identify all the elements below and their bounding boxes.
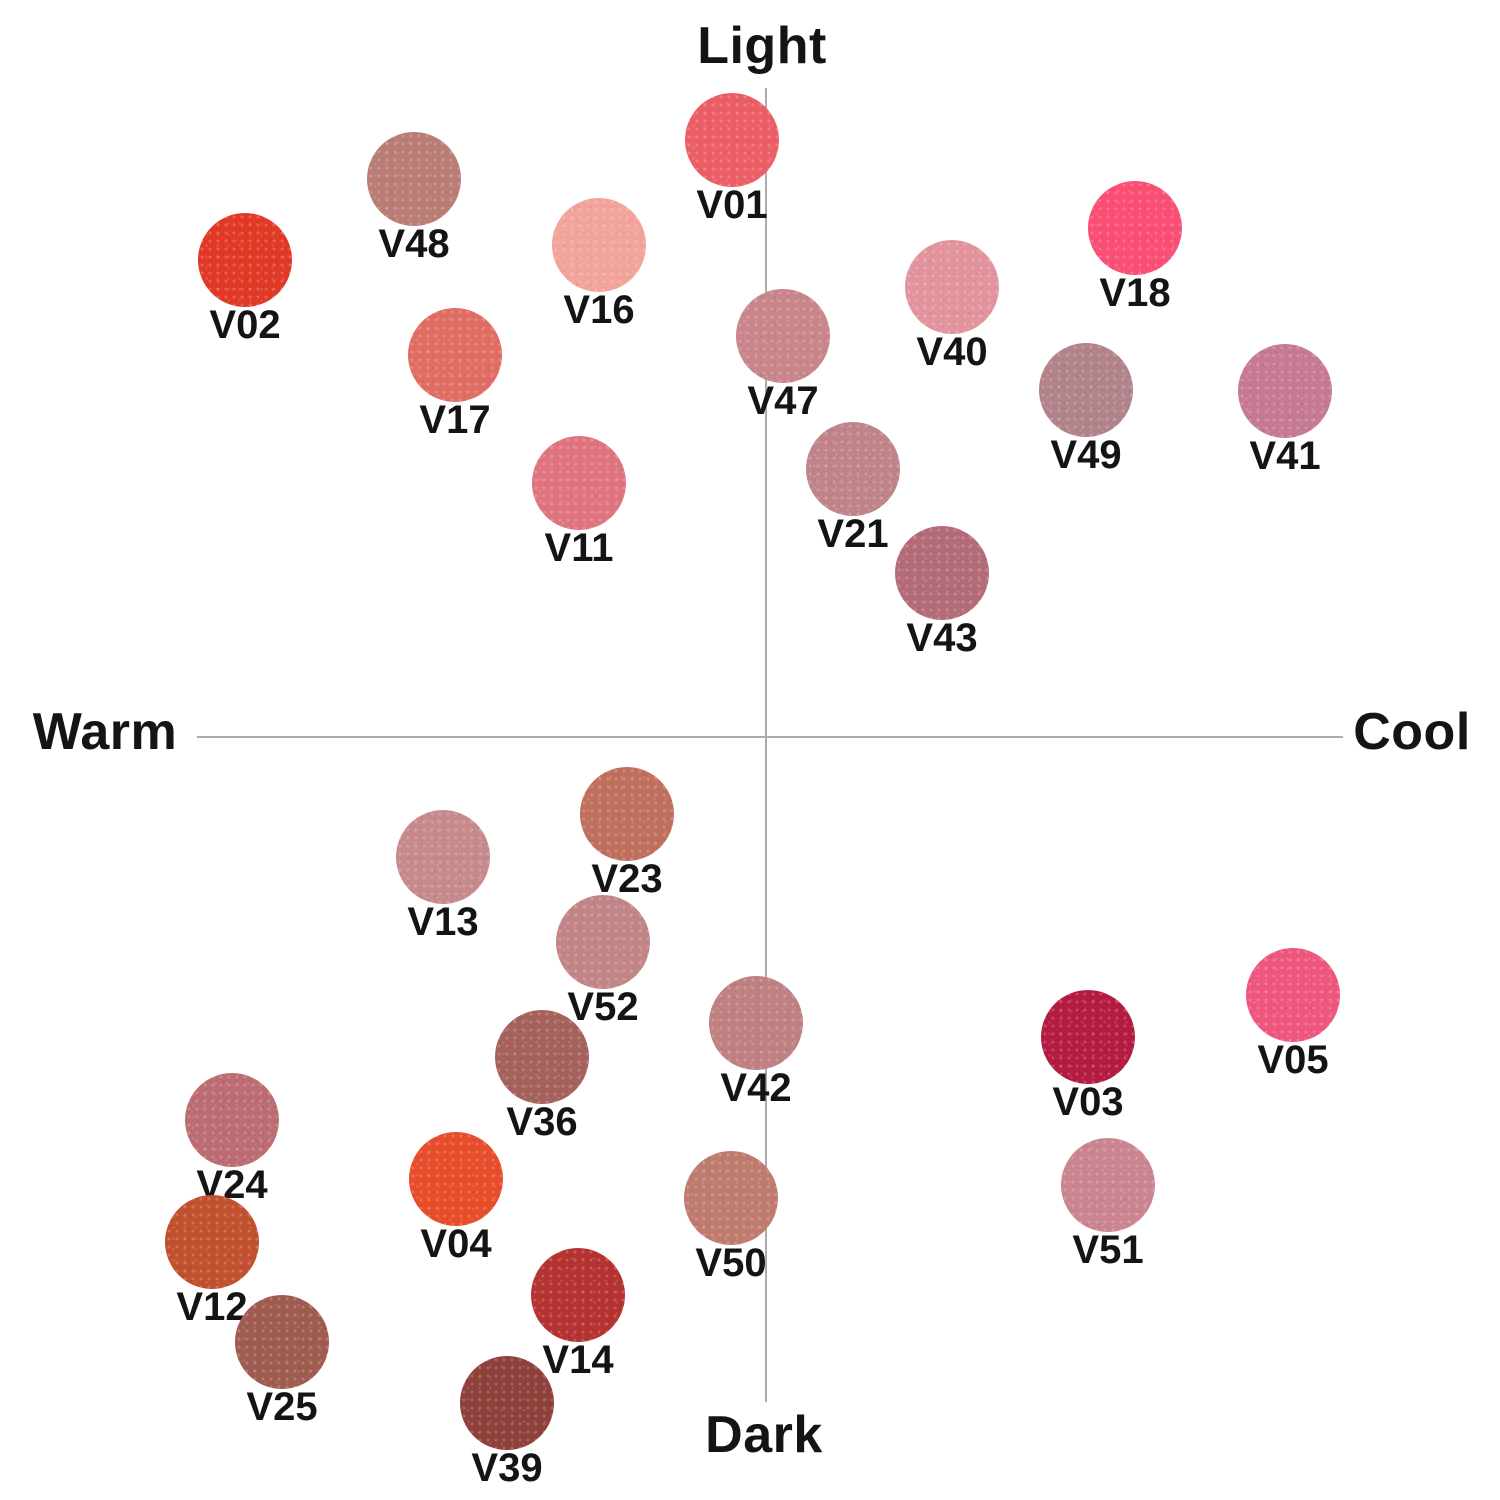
swatch-V48: V48 (367, 132, 461, 264)
swatch-V13: V13 (396, 810, 490, 942)
shade-label: V03 (1052, 1080, 1124, 1124)
swatch-V42: V42 (709, 976, 803, 1108)
shade-color-dot (460, 1356, 554, 1450)
shade-color-dot (367, 132, 461, 226)
shade-color-dot (905, 240, 999, 334)
shade-label: V02 (209, 303, 281, 347)
shade-label: V25 (246, 1385, 318, 1429)
shade-color-dot (1061, 1138, 1155, 1232)
shade-color-dot (709, 976, 803, 1070)
shade-color-dot (580, 767, 674, 861)
shade-label: V18 (1099, 271, 1171, 315)
swatch-V11: V11 (532, 436, 626, 568)
shade-label: V05 (1257, 1038, 1329, 1082)
shade-color-dot (552, 198, 646, 292)
swatch-V25: V25 (235, 1295, 329, 1427)
shade-label: V39 (471, 1446, 543, 1490)
shade-color-dot (198, 213, 292, 307)
swatch-V24: V24 (185, 1073, 279, 1205)
swatch-V16: V16 (552, 198, 646, 330)
shade-color-dot (1041, 990, 1135, 1084)
shade-color-dot (806, 422, 900, 516)
shade-label: V12 (176, 1285, 248, 1329)
shade-label: V49 (1050, 433, 1122, 477)
shade-label: V01 (696, 183, 768, 227)
warm-cool-axis-line (197, 736, 1343, 738)
shade-color-dot (531, 1248, 625, 1342)
swatch-V04: V04 (409, 1132, 503, 1264)
swatch-V43: V43 (895, 526, 989, 658)
swatch-V36: V36 (495, 1010, 589, 1142)
shade-label: V47 (747, 379, 819, 423)
axis-label-dark: Dark (705, 1406, 823, 1464)
shade-color-dot (1088, 181, 1182, 275)
shade-color-dot (895, 526, 989, 620)
swatch-V39: V39 (460, 1356, 554, 1488)
axis-label-light: Light (697, 17, 827, 75)
shade-label: V04 (420, 1222, 492, 1266)
shade-color-dot (1246, 948, 1340, 1042)
swatch-V52: V52 (556, 895, 650, 1027)
shade-color-dot (235, 1295, 329, 1389)
shade-label: V40 (916, 330, 988, 374)
shade-label: V52 (567, 985, 639, 1029)
shade-label: V51 (1072, 1228, 1144, 1272)
shade-label: V11 (544, 526, 614, 570)
shade-label: V42 (720, 1066, 792, 1110)
shade-label: V13 (407, 900, 479, 944)
light-dark-axis-line (765, 88, 767, 1402)
shade-color-dot (1039, 343, 1133, 437)
shade-color-dot (409, 1132, 503, 1226)
swatch-V05: V05 (1246, 948, 1340, 1080)
shade-label: V17 (419, 398, 491, 442)
shade-color-dot (736, 289, 830, 383)
swatch-V14: V14 (531, 1248, 625, 1380)
shade-color-dot (408, 308, 502, 402)
shade-label: V50 (695, 1241, 767, 1285)
shade-color-dot (532, 436, 626, 530)
swatch-V02: V02 (198, 213, 292, 345)
shade-color-dot (185, 1073, 279, 1167)
swatch-V47: V47 (736, 289, 830, 421)
swatch-V18: V18 (1088, 181, 1182, 313)
swatch-V21: V21 (806, 422, 900, 554)
swatch-V41: V41 (1238, 344, 1332, 476)
swatch-V03: V03 (1041, 990, 1135, 1122)
axis-label-warm: Warm (32, 703, 178, 761)
shade-color-dot (685, 93, 779, 187)
swatch-V40: V40 (905, 240, 999, 372)
shade-color-dot (495, 1010, 589, 1104)
shade-label: V36 (506, 1100, 578, 1144)
swatch-V51: V51 (1061, 1138, 1155, 1270)
axis-label-cool: Cool (1353, 703, 1471, 761)
swatch-V50: V50 (684, 1151, 778, 1283)
shade-label: V21 (817, 512, 889, 556)
shade-label: V48 (378, 222, 450, 266)
shade-color-dot (556, 895, 650, 989)
shade-label: V16 (563, 288, 635, 332)
shade-label: V41 (1249, 434, 1321, 478)
shade-color-dot (684, 1151, 778, 1245)
shade-label: V23 (591, 857, 663, 901)
swatch-V01: V01 (685, 93, 779, 225)
swatch-V17: V17 (408, 308, 502, 440)
shade-label: V43 (906, 616, 978, 660)
shade-label: V14 (542, 1338, 614, 1382)
swatch-V12: V12 (165, 1195, 259, 1327)
shade-color-dot (1238, 344, 1332, 438)
swatch-V23: V23 (580, 767, 674, 899)
shade-color-dot (396, 810, 490, 904)
shade-color-dot (165, 1195, 259, 1289)
swatch-V49: V49 (1039, 343, 1133, 475)
